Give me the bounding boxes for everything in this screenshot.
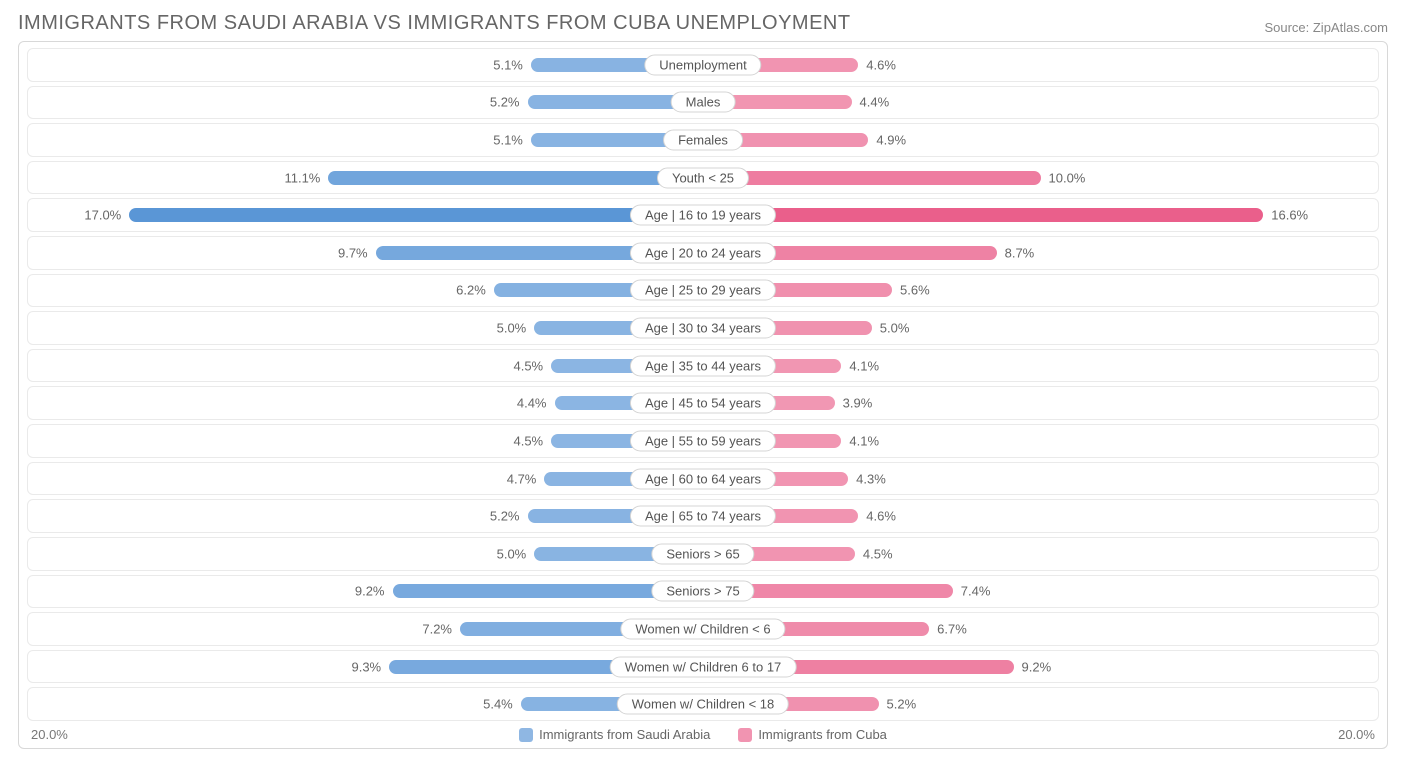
chart-row: 11.1% 10.0% Youth < 25 — [27, 161, 1379, 195]
value-label-right: 4.3% — [856, 471, 886, 486]
value-label-right: 5.0% — [880, 321, 910, 336]
chart-row: 4.4% 3.9% Age | 45 to 54 years — [27, 386, 1379, 420]
chart-row: 5.2% 4.4% Males — [27, 86, 1379, 120]
value-label-right: 4.9% — [876, 133, 906, 148]
chart-row: 4.5% 4.1% Age | 35 to 44 years — [27, 349, 1379, 383]
axis-row: 20.0% Immigrants from Saudi Arabia Immig… — [27, 721, 1379, 744]
category-pill: Age | 55 to 59 years — [630, 430, 776, 451]
value-label-left: 5.1% — [493, 133, 523, 148]
bar-right — [703, 208, 1263, 222]
value-label-left: 7.2% — [422, 621, 452, 636]
category-pill: Age | 65 to 74 years — [630, 506, 776, 527]
category-pill: Age | 16 to 19 years — [630, 205, 776, 226]
value-label-right: 4.1% — [849, 433, 879, 448]
category-pill: Seniors > 65 — [651, 543, 754, 564]
value-label-left: 5.2% — [490, 509, 520, 524]
value-label-left: 5.0% — [497, 546, 527, 561]
legend-item-right: Immigrants from Cuba — [738, 727, 887, 742]
legend-swatch-right-icon — [738, 728, 752, 742]
chart-row: 5.0% 4.5% Seniors > 65 — [27, 537, 1379, 571]
legend: Immigrants from Saudi Arabia Immigrants … — [519, 727, 887, 742]
chart-row: 5.2% 4.6% Age | 65 to 74 years — [27, 499, 1379, 533]
value-label-left: 4.4% — [517, 396, 547, 411]
category-pill: Age | 20 to 24 years — [630, 242, 776, 263]
legend-item-left: Immigrants from Saudi Arabia — [519, 727, 710, 742]
chart-row: 5.1% 4.6% Unemployment — [27, 48, 1379, 82]
axis-left-label: 20.0% — [31, 727, 68, 742]
chart-title: IMMIGRANTS FROM SAUDI ARABIA VS IMMIGRAN… — [18, 12, 851, 35]
value-label-right: 4.5% — [863, 546, 893, 561]
value-label-right: 5.2% — [887, 697, 917, 712]
value-label-right: 6.7% — [937, 621, 967, 636]
value-label-right: 4.4% — [860, 95, 890, 110]
value-label-right: 5.6% — [900, 283, 930, 298]
legend-swatch-left-icon — [519, 728, 533, 742]
chart-row: 9.2% 7.4% Seniors > 75 — [27, 575, 1379, 609]
value-label-left: 5.1% — [493, 57, 523, 72]
category-pill: Age | 30 to 34 years — [630, 318, 776, 339]
chart-row: 4.5% 4.1% Age | 55 to 59 years — [27, 424, 1379, 458]
value-label-right: 16.6% — [1271, 208, 1308, 223]
category-pill: Age | 35 to 44 years — [630, 355, 776, 376]
value-label-left: 5.2% — [490, 95, 520, 110]
category-pill: Females — [663, 130, 743, 151]
chart-row: 5.4% 5.2% Women w/ Children < 18 — [27, 687, 1379, 721]
value-label-left: 6.2% — [456, 283, 486, 298]
category-pill: Youth < 25 — [657, 167, 749, 188]
category-pill: Women w/ Children < 18 — [617, 694, 789, 715]
legend-label-left: Immigrants from Saudi Arabia — [539, 727, 710, 742]
rows-container: 5.1% 4.6% Unemployment 5.2% 4.4% Males 5.1% 4.9… — [27, 48, 1379, 721]
value-label-left: 5.0% — [497, 321, 527, 336]
chart-row: 5.1% 4.9% Females — [27, 123, 1379, 157]
category-pill: Males — [671, 92, 736, 113]
value-label-left: 5.4% — [483, 697, 513, 712]
bar-right — [703, 171, 1041, 185]
legend-label-right: Immigrants from Cuba — [758, 727, 887, 742]
bar-left — [129, 208, 703, 222]
value-label-left: 9.3% — [351, 659, 381, 674]
value-label-left: 9.2% — [355, 584, 385, 599]
category-pill: Age | 45 to 54 years — [630, 393, 776, 414]
value-label-left: 17.0% — [84, 208, 121, 223]
value-label-left: 11.1% — [284, 170, 320, 185]
category-pill: Women w/ Children 6 to 17 — [610, 656, 797, 677]
category-pill: Seniors > 75 — [651, 581, 754, 602]
category-pill: Women w/ Children < 6 — [620, 618, 785, 639]
value-label-right: 8.7% — [1005, 245, 1035, 260]
chart-area: 5.1% 4.6% Unemployment 5.2% 4.4% Males 5.1% 4.9… — [18, 41, 1388, 749]
category-pill: Age | 25 to 29 years — [630, 280, 776, 301]
axis-right-label: 20.0% — [1338, 727, 1375, 742]
source-attribution: Source: ZipAtlas.com — [1264, 20, 1388, 35]
chart-row: 17.0% 16.6% Age | 16 to 19 years — [27, 198, 1379, 232]
chart-row: 7.2% 6.7% Women w/ Children < 6 — [27, 612, 1379, 646]
value-label-left: 9.7% — [338, 245, 368, 260]
chart-row: 4.7% 4.3% Age | 60 to 64 years — [27, 462, 1379, 496]
bar-left — [328, 171, 703, 185]
value-label-right: 7.4% — [961, 584, 991, 599]
value-label-right: 9.2% — [1022, 659, 1052, 674]
chart-row: 9.7% 8.7% Age | 20 to 24 years — [27, 236, 1379, 270]
value-label-left: 4.5% — [513, 433, 543, 448]
category-pill: Age | 60 to 64 years — [630, 468, 776, 489]
value-label-left: 4.5% — [513, 358, 543, 373]
value-label-right: 10.0% — [1049, 170, 1086, 185]
category-pill: Unemployment — [644, 54, 761, 75]
value-label-right: 4.6% — [866, 509, 896, 524]
chart-row: 9.3% 9.2% Women w/ Children 6 to 17 — [27, 650, 1379, 684]
value-label-right: 4.1% — [849, 358, 879, 373]
chart-row: 5.0% 5.0% Age | 30 to 34 years — [27, 311, 1379, 345]
chart-row: 6.2% 5.6% Age | 25 to 29 years — [27, 274, 1379, 308]
value-label-right: 4.6% — [866, 57, 896, 72]
value-label-right: 3.9% — [843, 396, 873, 411]
value-label-left: 4.7% — [507, 471, 537, 486]
